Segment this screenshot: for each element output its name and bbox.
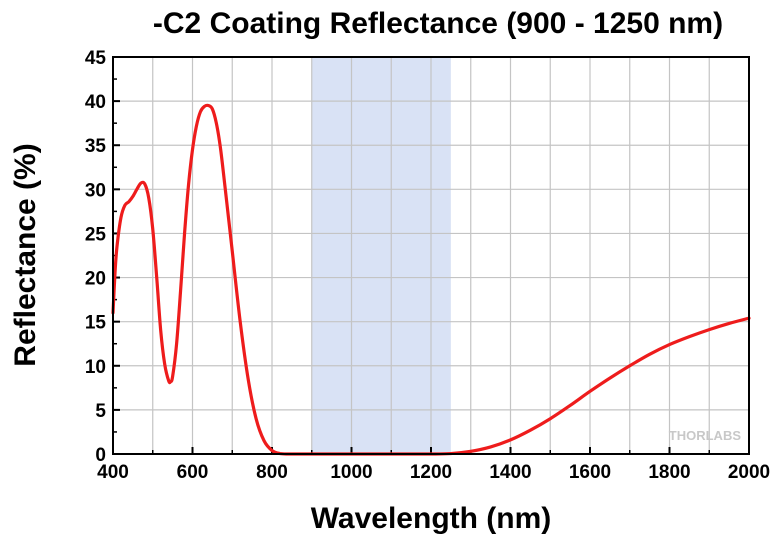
chart-title: -C2 Coating Reflectance (900 - 1250 nm): [153, 7, 723, 40]
y-tick-label: 20: [85, 269, 106, 290]
x-axis-title: Wavelength (nm): [311, 502, 552, 535]
y-axis-title: Reflectance (%): [9, 143, 42, 366]
y-tick-label: 45: [85, 48, 107, 69]
x-tick-label: 800: [256, 462, 288, 483]
x-tick-label: 2000: [728, 462, 770, 483]
plot-frame: [112, 56, 750, 455]
grid-lines: [113, 57, 749, 454]
y-tick-label: 15: [85, 313, 107, 334]
x-tick-label: 1800: [648, 462, 690, 483]
y-tick-label: 0: [95, 445, 106, 466]
x-tick-label: 600: [177, 462, 209, 483]
reflectance-curve: [111, 103, 751, 456]
x-tick-label: 1600: [569, 462, 611, 483]
y-tick-label: 30: [85, 180, 106, 201]
y-tick-label: 35: [85, 136, 107, 157]
x-tick-label: 1200: [410, 462, 452, 483]
x-tick-label: 1400: [489, 462, 531, 483]
x-tick-labels: 400 600 800 1000 1200 1400 1600 1800 2000: [97, 462, 770, 483]
y-tick-label: 10: [85, 357, 106, 378]
watermark-logo: THORLABS: [669, 428, 742, 443]
highlight-band: [311, 57, 451, 454]
y-tick-labels: 0 5 10 15 20 25 30 35 40 45: [85, 48, 107, 466]
x-tick-label: 1000: [330, 462, 372, 483]
y-tick-label: 5: [95, 401, 106, 422]
x-tick-label: 400: [97, 462, 129, 483]
y-tick-label: 25: [85, 224, 107, 245]
y-tick-label: 40: [85, 92, 106, 113]
